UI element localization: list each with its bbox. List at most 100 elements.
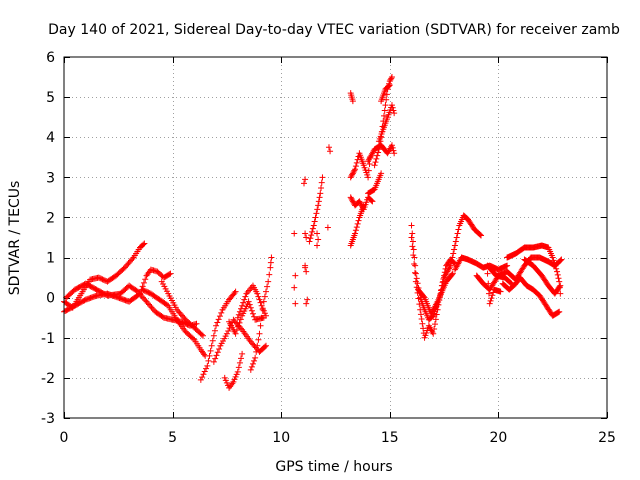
data-point [211,327,218,334]
data-point [485,280,492,287]
data-point [247,366,254,373]
data-point [235,323,242,330]
data-point [221,374,228,381]
data-point [311,218,318,225]
data-point [408,234,415,241]
data-point [236,359,243,366]
data-point [325,144,332,151]
y-tick-label: 5 [46,90,55,106]
data-point [431,321,438,328]
data-point [352,163,359,170]
data-point [302,230,309,237]
data-point [451,259,458,266]
data-point [233,327,240,334]
chart-title: Day 140 of 2021, Sidereal Day-to-day VTE… [48,22,620,38]
data-point [235,364,242,371]
data-point [550,257,557,264]
data-point [315,202,322,209]
tick-labels: 0 5 10 15 20 25 -3 -2 -1 0 1 2 3 4 5 6 [41,50,616,446]
data-point [451,246,458,253]
data-point [249,310,256,317]
data-point [248,363,255,370]
data-point [237,316,244,323]
data-point [454,230,461,237]
data-point [260,314,267,321]
data-point [411,260,418,267]
data-point [234,314,241,321]
data-point [309,225,316,232]
data-point [387,76,394,83]
data-point [412,270,419,277]
data-point [265,278,272,285]
data-point [551,260,558,267]
data-point [381,112,388,119]
data-point [303,234,310,241]
data-point [240,299,247,306]
data-point [357,199,364,206]
data-point [232,288,239,295]
data-point [314,242,321,249]
data-point [257,299,264,306]
data-point [388,142,395,149]
data-point [352,227,359,234]
x-axis-label: GPS time / hours [275,459,392,475]
data-point [409,238,416,245]
data-point [242,293,249,300]
data-point [504,262,511,269]
data-point [450,250,457,257]
data-point [200,371,207,378]
data-point [204,362,211,369]
data-point [420,293,427,300]
data-point [415,295,422,302]
data-point [408,222,415,229]
data-point [261,343,268,350]
data-series-sdtvar [61,74,565,391]
data-point [292,300,299,307]
data-point [489,292,496,299]
data-point [315,236,322,243]
y-tick-label: 3 [46,170,55,186]
data-point [360,202,367,209]
data-point [234,368,241,375]
data-point [207,347,214,354]
y-tick-label: 6 [46,50,55,66]
data-point [225,327,232,334]
plot-frame [63,56,608,419]
data-point [140,241,147,248]
data-point [372,159,379,166]
data-point [353,159,360,166]
data-point [231,289,238,296]
axis-ticks [64,57,608,419]
data-point [554,271,561,278]
data-point [318,185,325,192]
data-point [410,246,417,253]
data-point [440,275,447,282]
data-point [327,148,334,155]
data-point [432,316,439,323]
data-point [198,331,205,338]
data-point [205,357,212,364]
data-point [554,268,561,275]
data-point [166,271,173,278]
data-point [382,102,389,109]
data-point [208,342,215,349]
data-point [431,325,438,332]
y-tick-label: 2 [46,210,55,226]
data-point [266,271,273,278]
data-point [245,298,252,305]
x-tick-label: 10 [272,430,290,446]
data-point [441,269,448,276]
data-point [487,297,494,304]
data-point [304,296,311,303]
data-point [558,256,565,263]
data-point [409,230,416,237]
data-point [417,306,424,313]
data-point [232,373,239,380]
data-point [141,240,148,247]
data-point [216,313,223,320]
data-point [508,280,515,287]
data-point [388,74,395,81]
data-point [210,332,217,339]
data-point [350,168,357,175]
data-point [417,311,424,318]
